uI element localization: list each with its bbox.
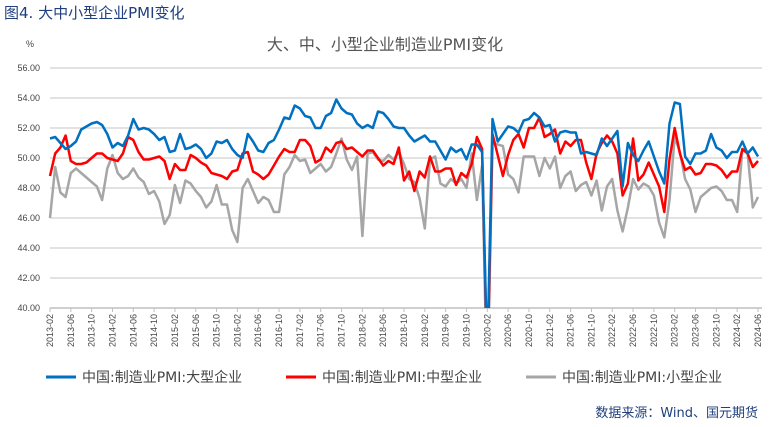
x-tick-label: 2017-10 [337,314,347,347]
x-tick-label: 2019-10 [461,314,471,347]
legend-label: 中国:制造业PMI:中型企业 [322,369,482,386]
x-tick-label: 2020-06 [503,314,513,347]
x-tick-label: 2016-10 [274,314,284,347]
y-tick-label: 56.00 [17,63,40,73]
y-axis-unit: % [26,39,34,49]
x-tick-label: 2021-10 [586,314,596,347]
series-lines [48,98,760,308]
series-line-2 [48,135,760,308]
y-tick-label: 40.00 [17,303,40,313]
x-tick-label: 2023-06 [691,314,701,347]
x-axis-ticks: 2013-02 2013-06 2013-10 2014-02 2014-06 2014-… [45,308,763,347]
x-tick-label: 2018-10 [399,314,409,347]
x-tick-label: 2021-06 [566,314,576,347]
x-tick-label: 2022-10 [649,314,659,347]
x-tick-label: 2022-02 [607,314,617,347]
series-line-1 [48,116,759,308]
y-tick-label: 48.00 [17,183,40,193]
y-tick-label: 52.00 [17,123,40,133]
x-tick-label: 2018-02 [357,314,367,347]
y-tick-label: 54.00 [17,93,40,103]
gridlines [50,67,762,309]
y-tick-label: 50.00 [17,153,40,163]
x-tick-label: 2015-02 [170,314,180,347]
x-tick-label: 2016-06 [253,314,263,347]
x-tick-label: 2015-10 [212,314,222,347]
x-tick-label: 2016-02 [232,314,242,347]
y-tick-label: 46.00 [17,213,40,223]
x-tick-label: 2022-06 [628,314,638,347]
x-tick-label: 2019-06 [441,314,451,347]
x-tick-label: 2021-02 [545,314,555,347]
x-tick-label: 2015-06 [191,314,201,347]
series-line-0 [49,98,760,308]
y-tick-label: 44.00 [17,243,40,253]
x-tick-label: 2024-02 [732,314,742,347]
chart-title: 大、中、小型企业制造业PMI变化 [267,35,503,54]
y-tick-label: 42.00 [17,273,40,283]
x-tick-label: 2014-02 [107,314,117,347]
legend: 中国:制造业PMI:大型企业 中国:制造业PMI:中型企业 中国:制造业PMI:小型… [46,369,722,386]
x-tick-label: 2020-10 [524,314,534,347]
x-tick-label: 2014-10 [149,314,159,347]
y-axis-ticks: 40.00 42.00 44.00 46.00 48.00 50.00 52.00 54.00… [17,63,40,313]
x-tick-label: 2023-02 [670,314,680,347]
x-tick-label: 2013-02 [45,314,55,347]
data-source-note: 数据来源：Wind、国元期货 [595,406,758,421]
x-tick-label: 2014-06 [128,314,138,347]
figure-title: 图4. 大中小型企业PMI变化 [4,4,185,22]
legend-label: 中国:制造业PMI:大型企业 [82,369,242,386]
x-tick-label: 2013-10 [87,314,97,347]
x-tick-label: 2023-10 [711,314,721,347]
x-tick-label: 2024-06 [753,314,763,347]
x-tick-label: 2017-06 [316,314,326,347]
legend-label: 中国:制造业PMI:小型企业 [562,369,722,386]
x-tick-label: 2018-06 [378,314,388,347]
x-tick-label: 2019-02 [420,314,430,347]
x-tick-label: 2017-02 [295,314,305,347]
x-tick-label: 2020-02 [482,314,492,347]
x-tick-label: 2013-06 [66,314,76,347]
